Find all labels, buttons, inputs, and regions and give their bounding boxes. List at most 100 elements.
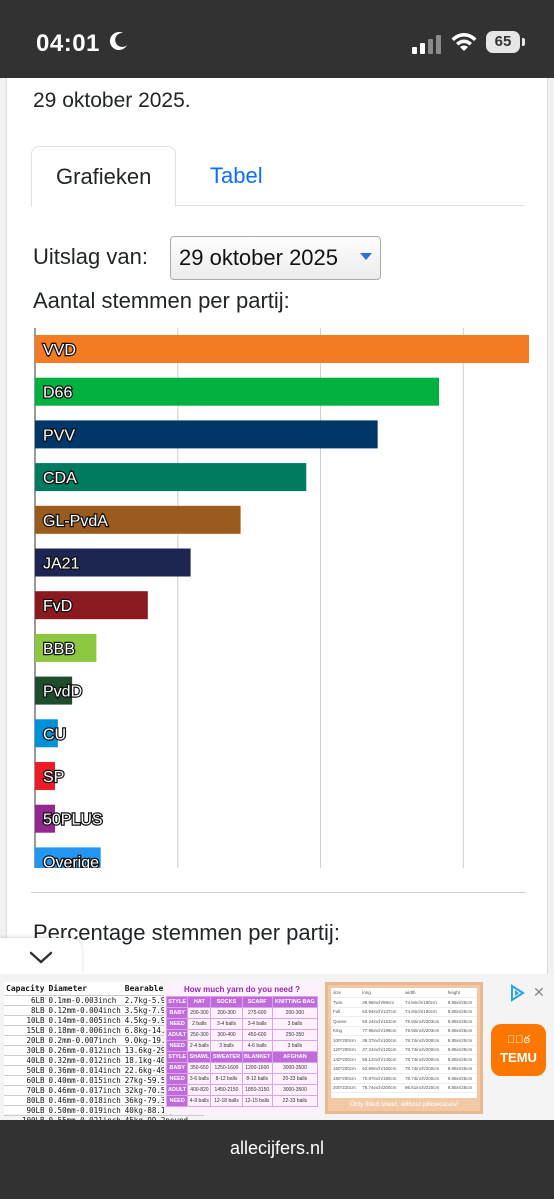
- temu-logo[interactable]: ఠ⃝ఠ TEMU: [491, 1024, 546, 1076]
- bar-gl-pvda[interactable]: [35, 505, 241, 534]
- table-cell: 3-4 balls: [241, 1018, 273, 1030]
- table-row: Twin 38.98inch/99cm 74.8inch/190cm 9.85in/2…: [331, 997, 477, 1008]
- election-date-value: 29 oktober 2025: [179, 245, 339, 270]
- close-icon[interactable]: ✕: [533, 984, 545, 1000]
- table-cell: 400-820: [187, 1084, 212, 1096]
- yarn-title: How much yarn do you need ?: [183, 985, 300, 994]
- adchoices-icon[interactable]: [508, 984, 526, 1002]
- table-cell: 55.12inch/140cm: [360, 1054, 403, 1065]
- table-cell: 20-33 balls: [271, 1073, 319, 1085]
- table-row: 6LB 0.1mm-0.003inch 2.7kg-5.9pound: [4, 995, 204, 1006]
- battery-indicator: 65: [486, 31, 520, 53]
- chart-title: Aantal stemmen per partij:: [33, 288, 290, 313]
- bar-ja21[interactable]: [35, 548, 191, 577]
- chevron-down-icon: [29, 951, 53, 964]
- web-page: alle partijen voor de meest recente verk…: [0, 78, 554, 974]
- bar-50plus[interactable]: [35, 804, 55, 833]
- collapse-ad-button[interactable]: [0, 938, 82, 978]
- intro-text: alle partijen voor de meest recente verk…: [33, 89, 191, 112]
- table-row: BABY 200-300 200-300 275-600 200-300: [165, 1007, 319, 1019]
- table-row: ADULT 400-820 1450-2150 1850-3150 3000-3500: [165, 1084, 319, 1096]
- bar-pvdd[interactable]: [35, 676, 73, 705]
- table-row: 10LB 0.14mm-0.005inch 4.5kg-9.92pound: [4, 1015, 204, 1026]
- bar-vvd[interactable]: [35, 335, 529, 363]
- table-cell: Queen: [331, 1016, 361, 1027]
- table-cell: 275-600: [241, 1007, 273, 1019]
- table-row: Full 53.94inch/137cm 74.8inch/190cm 9.85in/…: [331, 1007, 477, 1017]
- table-cell: 3000-3500: [271, 1062, 319, 1074]
- table-cell: height: [445, 988, 477, 998]
- bar-sp[interactable]: [35, 762, 55, 790]
- table-row: Queen 60.24inch/153cm 79.92inch/203cm 9.85i…: [331, 1016, 477, 1027]
- ad-banner[interactable]: Capacity Diameter Bearable load 6LB 0.1mm-0…: [0, 974, 554, 1126]
- bar-label-sp: SP: [43, 769, 64, 786]
- table-cell: 78.74inch/200cm: [402, 1045, 446, 1055]
- table-cell: 3-6 balls: [187, 1073, 212, 1085]
- table-cell: Full: [331, 1007, 361, 1017]
- table-row: 90LB 0.50mm-0.019inch 40kg-88.18pound: [4, 1105, 204, 1116]
- table-cell: 60LB: [4, 1075, 47, 1086]
- table-cell: 77.95inch/198cm: [360, 1026, 403, 1036]
- bar-d66[interactable]: [35, 377, 440, 406]
- table-cell: 0.36mm-0.014inch: [46, 1065, 123, 1076]
- sheet-size-card: size long width height Twin 38.98inch/99cm 74.…: [331, 988, 477, 1098]
- table-cell: 10LB: [4, 1015, 47, 1026]
- bar-label-overige: Overige: [43, 854, 99, 868]
- tab-tabel[interactable]: Tabel: [210, 163, 263, 188]
- table-cell: 0.18mm-0.006inch: [46, 1025, 123, 1036]
- table-cell: 1250-1600: [210, 1062, 243, 1074]
- table-cell: 50LB: [4, 1065, 47, 1076]
- table-cell: SCARF: [241, 996, 273, 1008]
- table-cell: 2-4 balls: [187, 1040, 212, 1052]
- table-cell: width: [402, 988, 446, 998]
- tab-grafieken[interactable]: Grafieken: [31, 146, 177, 207]
- table-cell: 9.85in/25cm: [445, 1035, 477, 1046]
- table-cell: 60.24inch/153cm: [360, 1016, 403, 1027]
- table-cell: 90LB: [4, 1105, 47, 1116]
- bar-overige[interactable]: [35, 847, 101, 868]
- size-header-0: Capacity: [4, 982, 47, 996]
- table-cell: 22.6kg-49.82pound: [122, 1065, 204, 1076]
- table-cell: 0.12mm-0.004inch: [46, 1005, 123, 1016]
- browser-bottom-bar[interactable]: allecijfers.nl: [0, 1120, 554, 1199]
- ad-image-yarn[interactable]: How much yarn do you need ? STYLE HAT SOCK…: [164, 982, 320, 1114]
- table-row: STYLE HAT SOCKS SCARF KNITTING BAG: [165, 996, 319, 1008]
- table-row: 100*200cm 39.37inch/100cm 78.74inch/200cm 9…: [331, 1035, 477, 1046]
- table-cell: 0.46mm-0.018inch: [46, 1095, 123, 1106]
- moon-icon: [109, 32, 127, 51]
- table-cell: 74.8inch/190cm: [402, 997, 446, 1008]
- bar-cu[interactable]: [35, 719, 58, 748]
- table-cell: 0.50mm-0.019inch: [46, 1105, 123, 1116]
- url-text[interactable]: allecijfers.nl: [229, 1138, 325, 1158]
- filter-label: Uitslag van:: [33, 244, 148, 269]
- table-cell: 1450-2150: [210, 1084, 243, 1096]
- table-row: 60LB 0.40mm-0.015inch 27kg-59.52pound: [4, 1075, 204, 1086]
- table-cell: 200-300: [187, 1007, 212, 1019]
- table-cell: 30LB: [4, 1045, 47, 1056]
- bar-fvd[interactable]: [35, 591, 148, 620]
- ad-image-sheet[interactable]: size long width height Twin 38.98inch/99cm 74.…: [325, 982, 483, 1114]
- clock: 04:01: [36, 30, 100, 57]
- bar-cda[interactable]: [35, 463, 307, 492]
- table-cell: long: [360, 988, 403, 998]
- table-cell: 18.1kg-40.12pound: [122, 1055, 204, 1066]
- table-cell: NEED: [165, 1040, 189, 1052]
- table-cell: 0.2mm-0.007inch: [46, 1035, 123, 1046]
- bar-bbb[interactable]: [35, 633, 97, 662]
- table-cell: 9.85in/25cm: [445, 1026, 477, 1036]
- table-cell: 9.85in/25cm: [445, 1054, 477, 1065]
- table-cell: HAT: [187, 996, 212, 1008]
- table-row: 70LB 0.46mm-0.017inch 32kg-70.54pound: [4, 1085, 204, 1096]
- bar-pvv[interactable]: [35, 420, 378, 449]
- table-cell: 1850-3150: [241, 1084, 273, 1096]
- ad-image-fishing-line[interactable]: Capacity Diameter Bearable load 6LB 0.1mm-0…: [4, 982, 204, 1126]
- table-cell: 9.85in/25cm: [445, 997, 477, 1008]
- bar-label-cu: CU: [43, 726, 66, 743]
- election-date-select[interactable]: 29 oktober 2025: [170, 236, 381, 280]
- table-row: 15LB 0.18mm-0.006inch 6.8kg-14.99pound: [4, 1025, 204, 1036]
- bar-label-pvdd: PvdD: [43, 684, 82, 701]
- table-cell: NEED: [165, 1095, 189, 1107]
- table-cell: 15LB: [4, 1025, 47, 1036]
